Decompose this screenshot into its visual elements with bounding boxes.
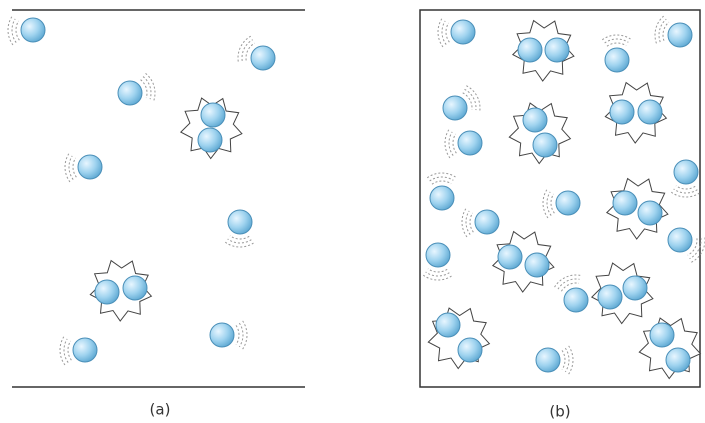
motion-arc [140,79,148,99]
motion-arc [561,282,579,292]
molecule [609,99,635,125]
molecule [612,190,638,216]
motion-arc [431,180,452,185]
motion-arc [72,157,77,178]
motion-arc [15,20,20,41]
molecule [604,47,630,73]
molecule [450,19,476,45]
motion-arc [469,212,474,233]
molecule [532,132,558,158]
motion-arc [11,18,17,43]
molecule [522,107,548,133]
motion-arc [229,235,250,240]
motion-arc [235,325,240,345]
molecule [667,227,693,253]
molecule [209,322,235,348]
motion-arc [673,188,698,194]
molecule [442,95,468,121]
molecule [457,337,483,363]
motion-arc [465,210,471,235]
molecule [497,244,523,270]
motion-arc [564,347,570,373]
molecule [524,252,550,278]
molecule [77,154,103,180]
motion-arc [464,88,477,111]
motion-arc [68,155,74,180]
label-b: (b) [549,403,570,421]
molecule [555,190,581,216]
molecule [200,102,226,128]
molecule [563,287,589,313]
motion-arc [557,278,580,290]
motion-arc [142,76,152,100]
motion-arc [561,350,566,370]
molecule [622,275,648,301]
molecule [597,284,623,310]
motion-arc [448,131,454,156]
molecule [667,22,693,48]
molecule [517,37,543,63]
motion-arc [687,238,698,256]
motion-arc [63,338,69,363]
motion-arc [227,238,252,244]
molecule [435,312,461,338]
molecule [637,99,663,125]
molecule [673,159,699,185]
motion-arc [546,191,552,216]
molecule [117,80,143,106]
molecule [72,337,98,363]
molecule [250,45,276,71]
molecule [425,242,451,268]
motion-arc [429,176,454,182]
molecule [227,209,253,235]
molecule [544,37,570,63]
motion-arc [241,39,253,62]
label-a: (a) [150,401,171,419]
molecule [637,200,663,226]
molecule [197,127,223,153]
motion-arc [606,42,627,47]
motion-arc [67,340,72,361]
molecule [535,347,561,373]
molecule [429,185,455,211]
motion-arc [689,237,702,260]
molecule [474,209,500,235]
panel-b-box [419,9,701,388]
motion-arc [675,185,696,190]
motion-arc [445,22,450,43]
molecule [122,275,148,301]
motion-arc [238,322,244,348]
motion-arc [462,92,473,110]
motion-arc [658,18,667,43]
motion-arc [427,268,448,273]
molecule [665,347,691,373]
motion-arc [425,271,450,277]
motion-arc [550,193,555,214]
molecule [94,279,120,305]
molecule [649,322,675,348]
motion-arc [245,42,255,61]
motion-arc [452,133,457,154]
molecule [20,17,46,43]
motion-arc [604,38,629,44]
motion-arc [662,21,670,41]
molecule [457,130,483,156]
motion-arc [441,20,447,45]
molecules [7,15,705,380]
